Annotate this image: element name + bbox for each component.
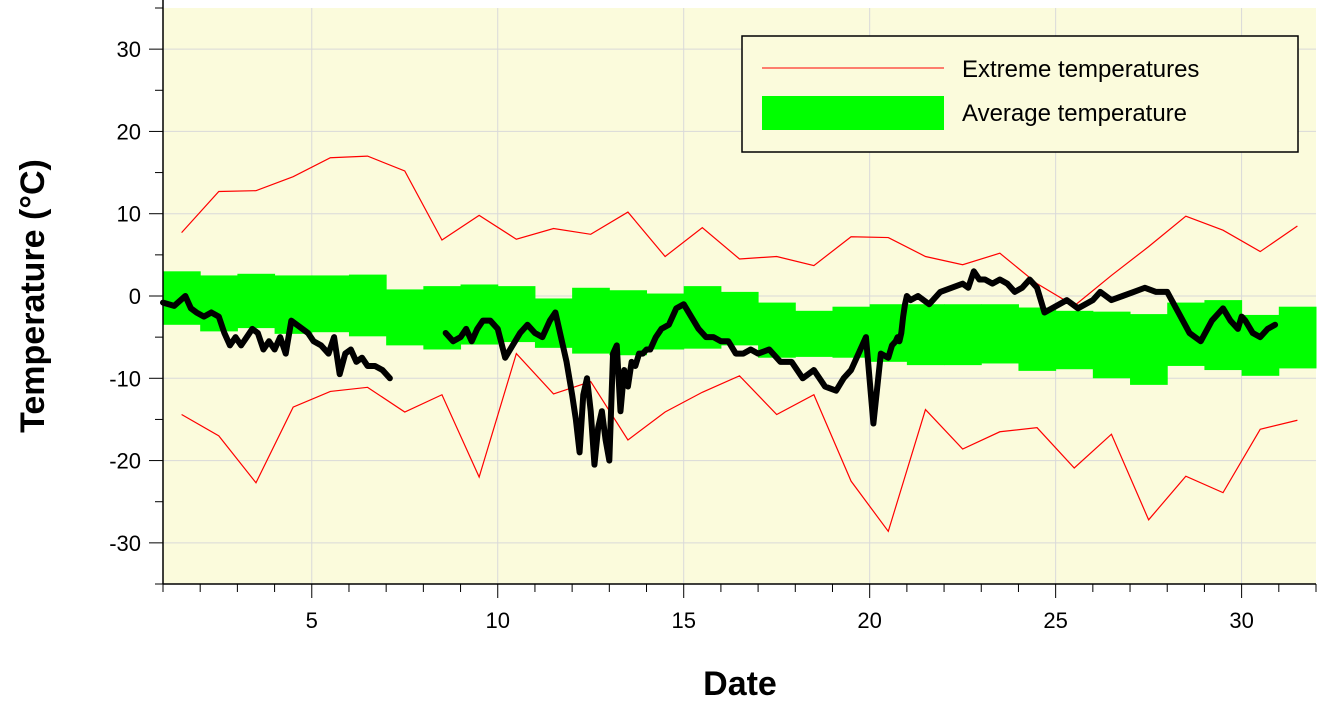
extreme-min-line: [181, 352, 1298, 533]
tick-labels: 5 10 15 20 25 30 30 20 10 0 -10 -20 -30: [109, 37, 1254, 633]
y-tick-label: -10: [109, 366, 141, 391]
y-tick-label: 0: [129, 284, 141, 309]
legend-box: [741, 35, 1299, 153]
average-band-segment: [572, 287, 610, 354]
x-tick-label: 5: [306, 608, 318, 633]
average-band-segment: [1055, 310, 1094, 370]
average-band-segment: [348, 274, 387, 337]
y-tick-label: 10: [117, 202, 141, 227]
average-band-segment: [795, 310, 833, 357]
average-band-segment: [1130, 314, 1168, 385]
x-tick-label: 25: [1043, 608, 1067, 633]
average-band-segment: [720, 291, 759, 346]
x-tick-label: 10: [485, 608, 509, 633]
y-tick-label: -20: [109, 449, 141, 474]
x-axis-title: Date: [703, 665, 777, 702]
legend-label-extreme: Extreme temperatures: [962, 56, 1199, 83]
y-axis-title: Temperature (°C): [14, 159, 52, 433]
average-band-segment: [1167, 302, 1205, 366]
axes: [162, 0, 1316, 585]
extreme-temperature-lines: [181, 155, 1298, 533]
legend: Extreme temperatures Average temperature: [741, 35, 1299, 153]
measured-temperature-line: [160, 268, 1279, 468]
x-tick-label: 20: [857, 608, 881, 633]
x-tick-label: 30: [1229, 608, 1253, 633]
x-tick-label: 15: [671, 608, 695, 633]
average-band-segment: [497, 286, 536, 343]
y-tick-label: 20: [117, 119, 141, 144]
y-tick-label: -30: [109, 531, 141, 556]
average-band-segment: [1092, 311, 1131, 379]
average-band-segment: [386, 289, 424, 346]
extreme-max-line: [181, 155, 1298, 307]
measured-line-segment: [160, 293, 393, 382]
average-band-segment: [311, 275, 350, 333]
average-band-segment: [1278, 306, 1317, 369]
legend-swatch-average: [762, 96, 944, 130]
average-band-segment: [237, 273, 276, 329]
legend-label-average: Average temperature: [962, 100, 1187, 127]
y-tick-label: 30: [117, 37, 141, 62]
average-band-segment: [534, 298, 573, 348]
average-band-segment: [832, 306, 871, 358]
average-band-segment: [981, 304, 1019, 364]
average-band-segment: [906, 304, 945, 366]
average-band-segment: [1018, 307, 1057, 371]
measured-line-segment: [442, 268, 1279, 468]
average-band-segment: [944, 304, 982, 366]
tick-marks: [149, 7, 1317, 598]
